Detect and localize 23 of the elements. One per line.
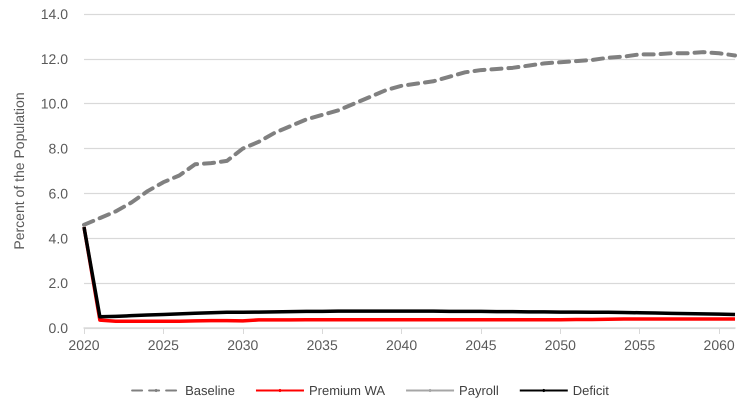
x-tick-label: 2045 — [465, 337, 497, 353]
legend-label: Deficit — [572, 383, 610, 398]
y-tick-label: 8.0 — [48, 140, 68, 157]
line-series — [82, 50, 737, 227]
y-tick-label: 2.0 — [48, 275, 68, 292]
x-tick-label: 2035 — [306, 337, 338, 353]
x-tick-label: 2060 — [704, 337, 735, 353]
y-tick-label: 6.0 — [48, 185, 68, 202]
y-tick-label: 14.0 — [40, 6, 68, 22]
x-tick-label: 2020 — [68, 337, 100, 353]
legend-label: Baseline — [185, 383, 235, 398]
y-axis-title: Percent of the Population — [11, 92, 27, 250]
x-tick-label: 2050 — [544, 337, 576, 353]
x-tick-label: 2030 — [227, 337, 259, 353]
y-tick-label: 10.0 — [40, 96, 68, 112]
x-tick-label: 2025 — [148, 337, 180, 353]
legend-label: Payroll — [459, 383, 499, 398]
legend-label: Premium WA — [308, 383, 386, 398]
y-tick-label: 12.0 — [40, 50, 68, 67]
y-tick-label: 4.0 — [48, 230, 68, 246]
y-tick-label: 0.0 — [48, 320, 68, 336]
x-tick-label: 2040 — [386, 337, 418, 353]
x-tick-label: 2055 — [624, 337, 656, 353]
